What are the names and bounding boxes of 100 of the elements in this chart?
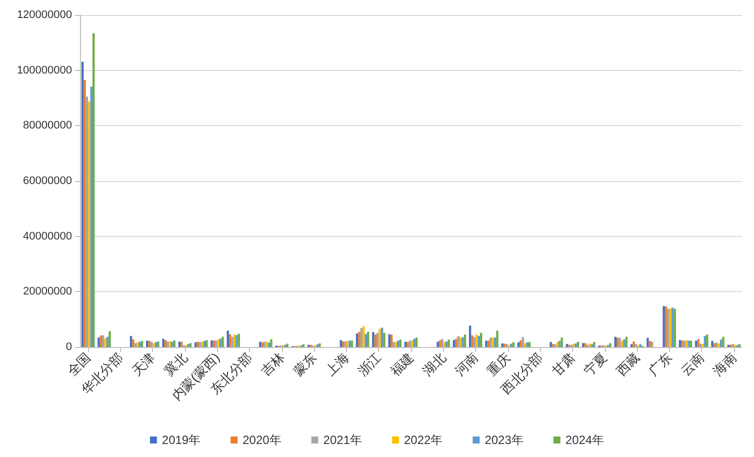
bar xyxy=(468,326,472,347)
bar xyxy=(452,340,456,347)
bar xyxy=(150,342,153,347)
y-tick-label: 100000000 xyxy=(16,64,72,76)
bar xyxy=(503,344,506,347)
y-tick-label: 80000000 xyxy=(23,120,72,132)
bar xyxy=(356,333,358,347)
legend-label: 2024年 xyxy=(565,433,604,447)
bar xyxy=(270,339,272,347)
bar xyxy=(590,344,594,347)
legend-label: 2021年 xyxy=(323,433,362,447)
bar xyxy=(404,342,407,347)
bar xyxy=(210,340,213,347)
bar xyxy=(380,328,384,347)
bar xyxy=(198,342,202,347)
bar xyxy=(506,344,508,347)
x-tick-label: 蒙东 xyxy=(290,350,320,379)
bar xyxy=(436,342,439,347)
bar xyxy=(238,334,240,347)
bar xyxy=(90,86,92,347)
bar xyxy=(394,342,398,347)
y-tick-label: 60000000 xyxy=(23,175,72,187)
y-tick-label: 120000000 xyxy=(16,9,72,21)
bar xyxy=(388,334,390,347)
bar xyxy=(616,338,619,347)
x-tick-label: 重庆 xyxy=(484,350,514,379)
bar xyxy=(528,342,531,347)
bar xyxy=(485,340,488,347)
bar xyxy=(574,343,577,347)
bar xyxy=(86,96,88,347)
bar xyxy=(713,343,716,347)
bar xyxy=(360,328,363,347)
bar xyxy=(104,338,106,347)
legend-label: 2020年 xyxy=(242,433,282,447)
bar xyxy=(152,343,155,347)
x-tick-label: 天津 xyxy=(128,350,158,379)
y-tick-label: 40000000 xyxy=(23,230,72,242)
bar xyxy=(455,338,458,347)
x-tick-label: 云南 xyxy=(678,350,707,379)
bar xyxy=(623,339,626,347)
bar xyxy=(316,344,319,347)
bar xyxy=(98,338,100,347)
bar xyxy=(222,336,224,347)
bar xyxy=(556,342,559,347)
x-tick-label: 上海 xyxy=(322,350,352,379)
bar xyxy=(706,334,708,347)
bar xyxy=(699,344,702,347)
bar xyxy=(667,308,670,347)
bar xyxy=(157,341,160,347)
bar xyxy=(720,340,722,347)
bar xyxy=(81,62,84,347)
bar xyxy=(550,342,552,347)
bar xyxy=(632,341,635,347)
bar xyxy=(263,342,266,347)
bar xyxy=(464,334,466,347)
bar xyxy=(206,340,208,347)
bar xyxy=(588,344,591,347)
bar xyxy=(364,334,367,347)
bar xyxy=(392,342,395,347)
bar xyxy=(219,338,222,347)
x-tick-label: 广东 xyxy=(646,350,675,379)
bar xyxy=(609,343,612,347)
bar xyxy=(704,336,706,347)
legend-label: 2022年 xyxy=(404,433,443,447)
bar xyxy=(646,338,649,347)
y-tick-label: 20000000 xyxy=(23,286,72,298)
bar xyxy=(231,336,234,347)
bar xyxy=(664,306,668,347)
bar xyxy=(130,336,132,347)
bar xyxy=(302,344,305,347)
bar xyxy=(650,342,654,347)
x-tick-label: 宁夏 xyxy=(581,350,610,379)
bar xyxy=(554,344,556,347)
legend-label: 2023年 xyxy=(484,433,524,447)
bar xyxy=(233,334,236,347)
bar xyxy=(462,337,464,347)
bar xyxy=(362,326,365,347)
bar xyxy=(630,344,633,347)
bar xyxy=(702,344,704,347)
bar xyxy=(520,340,522,347)
bar xyxy=(678,340,682,347)
x-tick-label: 福建 xyxy=(387,350,416,379)
bar xyxy=(134,343,137,347)
x-tick-label: 河南 xyxy=(452,350,481,379)
bar xyxy=(154,342,158,347)
bar xyxy=(711,340,714,347)
bar xyxy=(350,340,354,347)
x-tick-label: 吉林 xyxy=(258,350,288,379)
bar xyxy=(226,330,229,347)
bar xyxy=(582,343,584,347)
bar xyxy=(266,342,268,347)
bar xyxy=(471,335,474,347)
bar xyxy=(164,340,167,347)
bar xyxy=(178,342,181,347)
bar xyxy=(722,336,724,347)
bar xyxy=(560,338,563,347)
x-tick-label: 西藏 xyxy=(613,350,642,379)
bar xyxy=(196,342,199,347)
bar xyxy=(92,33,95,347)
bar xyxy=(348,340,351,347)
